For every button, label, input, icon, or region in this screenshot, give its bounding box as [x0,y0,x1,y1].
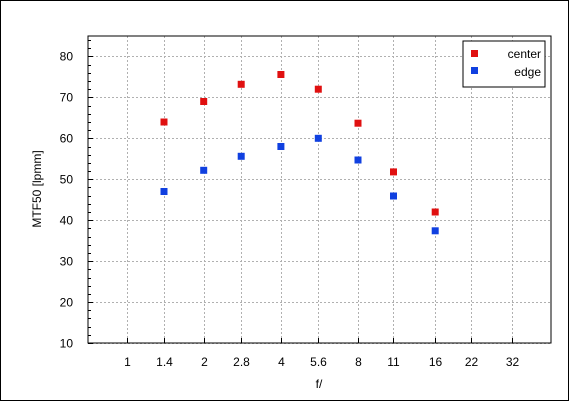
center-point [160,118,168,126]
edge-point [431,227,439,235]
data-points [160,71,439,235]
y-tick-label: 80 [60,50,74,64]
y-tick-label: 60 [60,132,74,146]
x-tick-label: 32 [506,355,520,369]
x-tick-label: 16 [429,355,443,369]
legend-swatch-center [471,50,478,57]
center-point [431,208,439,216]
y-tick-label: 30 [60,255,74,269]
y-tick-label: 20 [60,296,74,310]
axis-ticks [88,40,513,344]
legend: center edge [462,40,546,88]
y-tick-label: 10 [60,337,74,351]
plot-border [87,35,552,344]
x-tick-label: 11 [387,355,400,369]
y-axis-title: MTF50 [lpmm] [30,150,44,227]
center-point [390,168,397,176]
x-tick-label: 22 [465,355,479,369]
center-point [314,85,322,93]
grid-lines [88,36,551,344]
edge-point [237,152,245,160]
edge-point [160,188,168,195]
x-tick-label: 1 [124,355,131,369]
y-tick-label: 70 [60,91,74,105]
x-axis-title: f/ [316,377,323,391]
y-tick-label: 40 [60,214,74,228]
y-tick-label: 50 [60,173,74,187]
center-point [277,71,285,78]
edge-point [354,156,362,164]
center-point [354,119,362,127]
legend-label-edge: edge [514,65,541,79]
edge-point [390,192,397,200]
center-point [200,98,208,105]
x-tick-labels: 1 1.4 2 2.8 4 5.6 8 11 16 22 32 [124,355,519,369]
center-point [237,80,245,88]
legend-box [462,40,546,88]
x-tick-label: 1.4 [156,355,173,369]
x-tick-label: 2 [201,355,208,369]
legend-label-center: center [508,47,541,61]
edge-point [314,134,322,142]
edge-point [200,166,208,174]
x-tick-label: 8 [355,355,362,369]
x-tick-label: 2.8 [233,355,250,369]
legend-swatch-edge [471,67,478,74]
x-tick-label: 5.6 [310,355,327,369]
x-tick-label: 4 [278,355,285,369]
y-tick-labels: 10 20 30 40 50 60 70 80 [60,50,74,351]
edge-point [277,143,285,150]
